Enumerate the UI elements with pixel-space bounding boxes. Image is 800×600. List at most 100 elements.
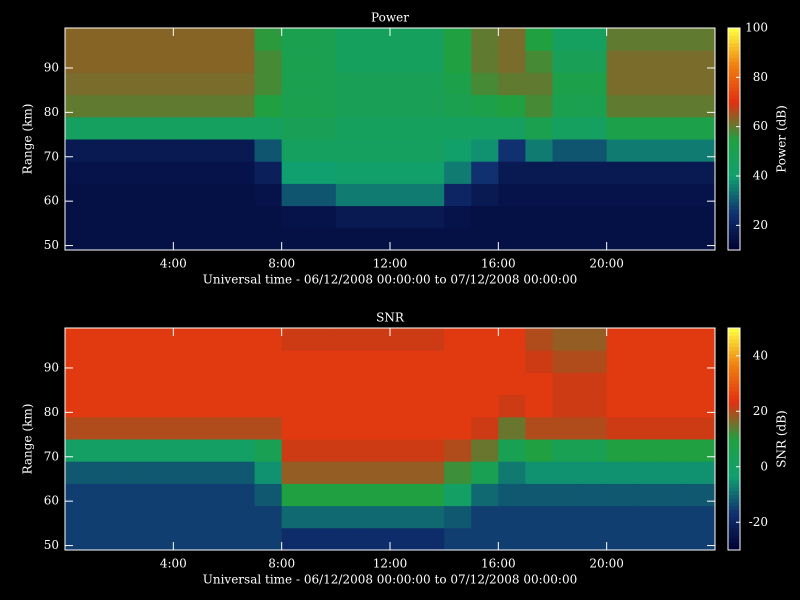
- heatmap-cell: [227, 328, 256, 351]
- heatmap-cell: [606, 227, 635, 251]
- colorbar-segment: [728, 213, 740, 218]
- heatmap-cell: [552, 372, 581, 396]
- colorbar-segment: [728, 446, 740, 451]
- heatmap-cell: [471, 394, 499, 418]
- heatmap-cell: [119, 94, 147, 118]
- heatmap-cell: [390, 161, 418, 184]
- heatmap-cell: [281, 205, 310, 229]
- colorbar-segment: [728, 424, 740, 429]
- heatmap-cell: [606, 139, 635, 162]
- heatmap-cell: [92, 328, 120, 351]
- heatmap-cell: [65, 28, 93, 51]
- heatmap-cell: [660, 139, 689, 162]
- heatmap-cell: [660, 72, 689, 96]
- y-tick-label: 80: [44, 405, 59, 419]
- heatmap-cell: [308, 328, 337, 351]
- heatmap-cell: [633, 372, 662, 396]
- heatmap-cell: [417, 205, 445, 229]
- heatmap-cell: [498, 394, 526, 418]
- heatmap-cell: [335, 28, 364, 51]
- heatmap-cell: [200, 116, 228, 140]
- heatmap-cell: [308, 461, 337, 484]
- heatmap-cell: [498, 461, 526, 484]
- heatmap-cell: [579, 439, 608, 462]
- heatmap-cell: [254, 94, 283, 118]
- y-tick-label: 50: [44, 538, 59, 552]
- heatmap-cell: [660, 439, 689, 462]
- heatmap-cell: [525, 116, 553, 140]
- heatmap-cell: [525, 28, 553, 51]
- heatmap-cell: [417, 527, 445, 551]
- heatmap-cell: [254, 416, 283, 440]
- heatmap-cell: [390, 483, 418, 507]
- heatmap-cell: [254, 116, 283, 140]
- heatmap-cell: [281, 94, 310, 118]
- heatmap-cell: [308, 205, 337, 229]
- heatmap-cell: [525, 483, 553, 507]
- y-tick-label: 60: [44, 194, 59, 208]
- heatmap-cell: [281, 350, 310, 373]
- heatmap-cell: [687, 505, 716, 529]
- colorbar-tick-label: 20: [753, 404, 768, 418]
- heatmap-cell: [362, 205, 391, 229]
- heatmap-cell: [92, 183, 120, 207]
- colorbar-segment: [728, 513, 740, 518]
- heatmap-cell: [444, 227, 472, 251]
- heatmap-cell: [335, 439, 364, 462]
- heatmap-cell: [362, 116, 391, 140]
- colorbar-label: SNR (dB): [775, 410, 789, 467]
- colorbar-segment: [728, 153, 740, 158]
- heatmap-cell: [335, 527, 364, 551]
- heatmap-cell: [606, 505, 635, 529]
- heatmap-cell: [390, 28, 418, 51]
- heatmap-cell: [119, 461, 147, 484]
- colorbar-segment: [728, 61, 740, 66]
- y-tick-label: 90: [44, 60, 59, 74]
- heatmap-cell: [606, 94, 635, 118]
- colorbar-segment: [728, 439, 740, 444]
- heatmap-cell: [390, 116, 418, 140]
- colorbar-segment: [728, 416, 740, 421]
- heatmap-cell: [633, 161, 662, 184]
- heatmap-cell: [146, 205, 174, 229]
- colorbar-segment: [728, 116, 740, 121]
- colorbar-segment: [728, 176, 740, 181]
- colorbar-segment: [728, 68, 740, 73]
- heatmap-cell: [579, 183, 608, 207]
- colorbar-segment: [728, 224, 740, 229]
- heatmap-cell: [471, 116, 499, 140]
- colorbar-segment: [728, 179, 740, 184]
- heatmap-cell: [200, 139, 228, 162]
- heatmap-cell: [660, 94, 689, 118]
- heatmap-cell: [281, 227, 310, 251]
- heatmap-cell: [390, 139, 418, 162]
- heatmap-cell: [417, 28, 445, 51]
- heatmap-cell: [417, 505, 445, 529]
- heatmap-cell: [633, 94, 662, 118]
- heatmap-cell: [390, 72, 418, 96]
- colorbar-segment: [728, 172, 740, 177]
- heatmap-cell: [92, 116, 120, 140]
- heatmap-cell: [525, 461, 553, 484]
- heatmap-cell: [65, 527, 93, 551]
- heatmap-cell: [227, 461, 256, 484]
- heatmap-cell: [606, 372, 635, 396]
- heatmap-cell: [552, 350, 581, 373]
- colorbar-segment: [728, 57, 740, 62]
- heatmap-cell: [444, 50, 472, 73]
- heatmap-cell: [173, 416, 201, 440]
- heatmap-cell: [579, 416, 608, 440]
- heatmap-cell: [660, 483, 689, 507]
- heatmap-cell: [254, 527, 283, 551]
- colorbar-segment: [728, 205, 740, 210]
- heatmap-cell: [65, 483, 93, 507]
- heatmap-cell: [579, 139, 608, 162]
- heatmap-cell: [552, 527, 581, 551]
- heatmap-cell: [417, 72, 445, 96]
- heatmap-cell: [227, 527, 256, 551]
- heatmap-cell: [173, 183, 201, 207]
- heatmap-cell: [362, 372, 391, 396]
- heatmap-cell: [498, 28, 526, 51]
- heatmap-cell: [362, 394, 391, 418]
- x-tick-label: 8:00: [268, 557, 295, 571]
